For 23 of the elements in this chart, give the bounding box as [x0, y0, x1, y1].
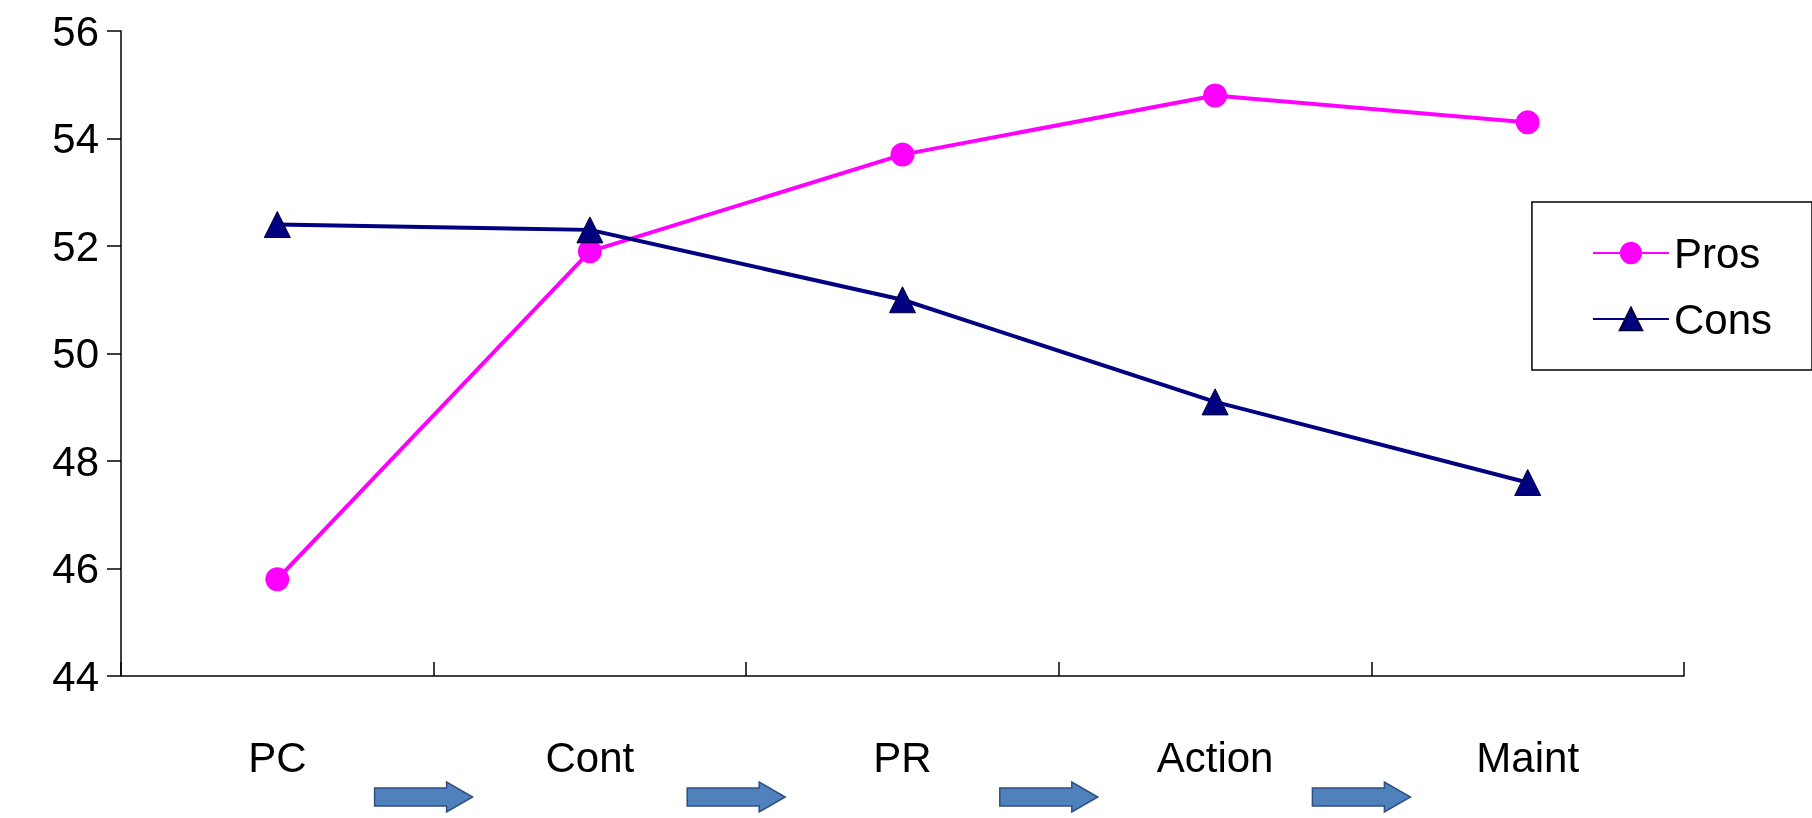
- y-tick-label: 50: [52, 330, 99, 377]
- x-tick-label: PR: [873, 733, 932, 781]
- legend-label: Pros: [1673, 229, 1761, 277]
- point: [265, 567, 290, 592]
- point: [1203, 83, 1228, 108]
- point: [1514, 469, 1542, 496]
- x-tick-label: Maint: [1476, 733, 1580, 781]
- x-tick-label: Cont: [545, 733, 635, 781]
- point: [1515, 110, 1540, 135]
- y-tick-label: 54: [52, 115, 99, 162]
- point: [576, 216, 604, 244]
- y-tick-label: 44: [52, 652, 99, 700]
- y-tick-label: 52: [52, 222, 99, 270]
- y-tick-label: 48: [52, 437, 99, 485]
- x-tick-label: PC: [248, 733, 307, 781]
- point: [1201, 388, 1229, 416]
- legend-label: Cons: [1673, 295, 1773, 343]
- point: [263, 211, 291, 238]
- point: [890, 142, 915, 167]
- x-tick-label: Action: [1156, 733, 1274, 781]
- y-tick-label: 56: [52, 7, 99, 55]
- point: [889, 286, 916, 314]
- y-tick-label: 46: [52, 545, 99, 592]
